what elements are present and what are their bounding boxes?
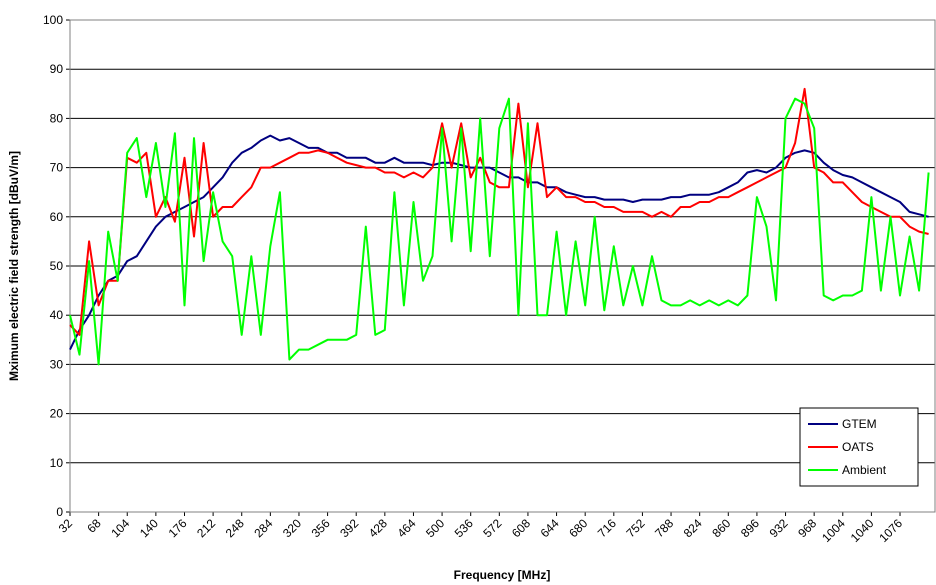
series-line [69,134,929,351]
x-axis-label: Frequency [MHz] [454,568,551,582]
y-tick-label: 100 [43,13,63,27]
series-line [69,97,930,366]
series-line [69,87,929,336]
y-tick-label: 60 [50,210,64,224]
y-tick-label: 70 [50,161,64,175]
y-axis-label: Mximum electric field strength [dBuV/m] [7,151,21,381]
y-tick-label: 50 [50,259,64,273]
legend-label: GTEM [842,417,877,431]
legend-label: Ambient [842,463,887,477]
plot-border [69,19,936,513]
y-tick-label: 30 [50,357,64,371]
y-tick-label: 0 [56,505,63,519]
y-tick-label: 80 [50,111,64,125]
legend: GTEM OATS Ambient [799,407,919,487]
y-tick-label: 90 [50,62,64,76]
legend-label: OATS [842,440,874,454]
y-tick-label: 20 [50,407,64,421]
y-tick-label: 10 [50,456,64,470]
y-tick-label: 40 [50,308,64,322]
